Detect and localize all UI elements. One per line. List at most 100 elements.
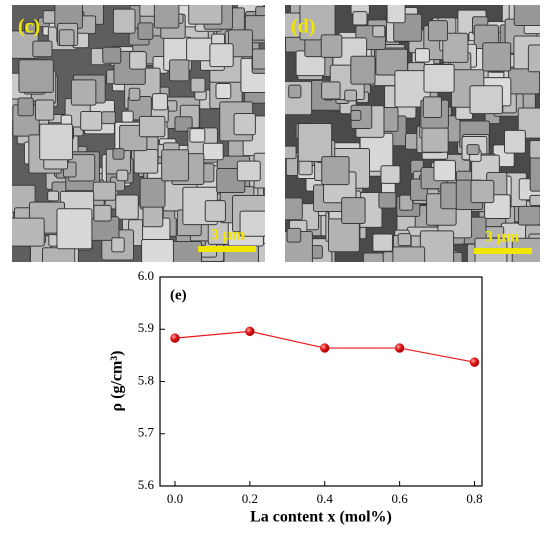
grain [372, 233, 394, 252]
sem-image [12, 5, 265, 262]
grain [466, 144, 480, 156]
panel-label: (d) [291, 16, 315, 38]
grain [32, 40, 53, 58]
grain [344, 89, 357, 102]
grain [298, 160, 313, 176]
scale-bar-label: 3 μm [211, 227, 246, 244]
grain [70, 79, 97, 106]
grain [470, 179, 495, 204]
grain [93, 204, 112, 222]
grain [24, 22, 36, 35]
y-tick-label: 5.7 [138, 425, 155, 440]
grain [129, 51, 147, 70]
grain [215, 82, 232, 99]
grain [321, 156, 350, 186]
grain [12, 217, 45, 247]
grain [112, 8, 136, 34]
grain [341, 197, 366, 224]
grain [128, 87, 141, 101]
grain [422, 96, 442, 118]
grain [397, 233, 412, 247]
grain [378, 192, 397, 209]
grain [56, 208, 93, 250]
grain [169, 59, 190, 82]
scale-bar [198, 246, 256, 252]
x-axis-label: La content x (mol%) [250, 509, 392, 526]
grain [189, 128, 206, 143]
grain [188, 5, 223, 25]
grain [392, 246, 426, 262]
grain [239, 210, 265, 237]
grain [204, 200, 226, 222]
grain [508, 68, 540, 95]
grain [141, 238, 174, 262]
grain [433, 159, 456, 182]
y-tick-label: 6.0 [138, 268, 154, 283]
grain [138, 115, 166, 138]
grain [423, 63, 455, 93]
scale-bar-label: 3 μm [485, 229, 520, 246]
y-axis-label: ρ (g/cm³) [109, 351, 126, 412]
grain [285, 145, 297, 160]
grain [375, 48, 408, 76]
data-point [170, 333, 180, 343]
grain [233, 112, 256, 136]
grain [288, 84, 302, 99]
grain [517, 205, 540, 226]
grain [174, 116, 193, 132]
grain [285, 197, 303, 221]
data-point [469, 357, 480, 367]
grain [350, 55, 376, 85]
grain [170, 241, 202, 262]
grain [414, 48, 430, 63]
grain [529, 140, 540, 159]
grain [47, 190, 60, 202]
grain [80, 110, 103, 131]
grain [39, 123, 74, 161]
grain [320, 34, 343, 58]
grain [92, 181, 117, 201]
y-tick-label: 5.8 [138, 372, 154, 387]
data-point [394, 343, 405, 353]
grain [427, 20, 448, 42]
grain [102, 46, 122, 64]
x-tick-label: 0.6 [392, 491, 409, 506]
grain [42, 247, 76, 262]
grain [18, 59, 54, 93]
sem-image [285, 5, 540, 262]
grain [529, 156, 540, 192]
grain [209, 43, 234, 68]
grain [386, 5, 406, 24]
grain [482, 42, 512, 72]
grain [529, 194, 540, 206]
grain [352, 11, 368, 26]
grain [137, 22, 154, 40]
grain [202, 142, 224, 161]
panel-label: (c) [18, 16, 40, 38]
scale-bar [474, 248, 532, 254]
data-point [245, 326, 255, 337]
data-point [319, 343, 330, 353]
grain [139, 177, 166, 208]
x-tick-label: 0.2 [242, 491, 258, 506]
grain [121, 110, 134, 123]
panel-label: (e) [170, 287, 187, 303]
grain [527, 44, 540, 73]
grain [421, 127, 449, 153]
y-tick-label: 5.6 [138, 477, 155, 492]
grain [112, 148, 125, 160]
plot-frame [159, 276, 483, 487]
x-tick-label: 0.8 [466, 491, 482, 506]
grain [399, 194, 414, 211]
y-tick-label: 5.9 [138, 320, 154, 335]
grain [153, 5, 180, 29]
grain [116, 169, 129, 182]
grain [350, 109, 362, 121]
grain [58, 29, 75, 47]
grain [469, 85, 503, 115]
grain [297, 123, 333, 163]
grain [419, 230, 455, 262]
grain [362, 252, 385, 262]
x-tick-label: 0.4 [317, 491, 334, 506]
